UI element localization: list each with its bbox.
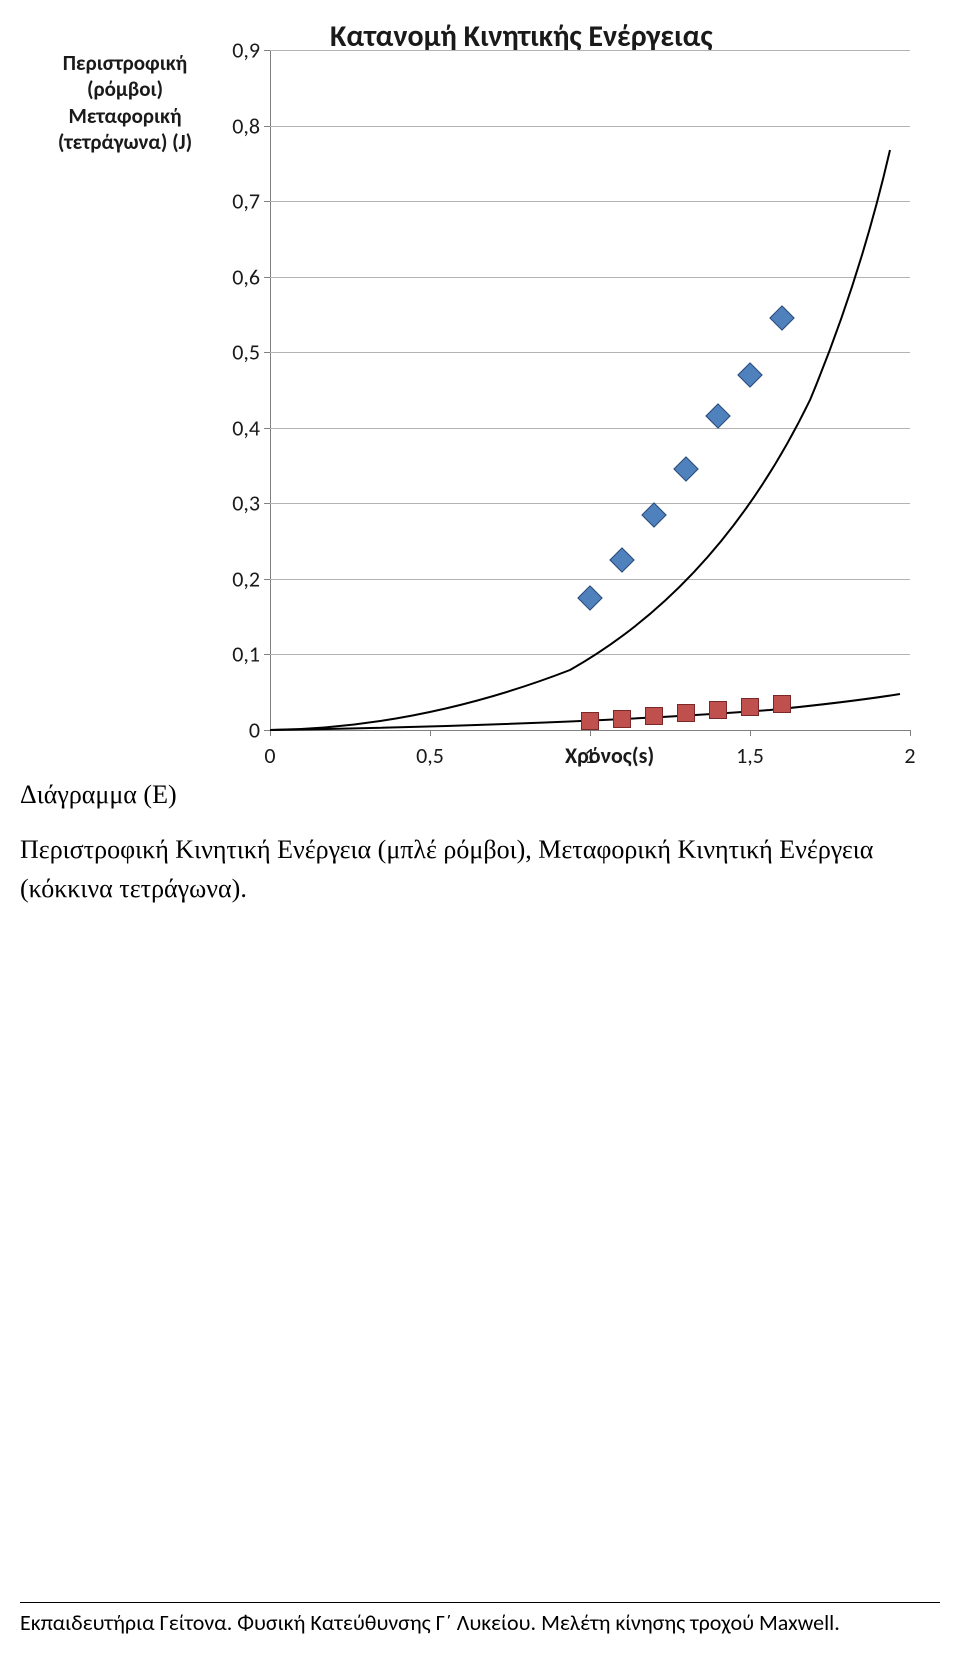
x-tick bbox=[590, 730, 591, 736]
y-tick-label: 0,4 bbox=[210, 414, 260, 441]
chart-description: Περιστροφική Κινητική Ενέργεια (μπλέ ρόμ… bbox=[20, 830, 920, 908]
diagram-label: Διάγραμμα (Ε) bbox=[20, 780, 177, 810]
y-tick-label: 0,2 bbox=[210, 565, 260, 592]
y-tick-label: 0,1 bbox=[210, 641, 260, 668]
square-marker bbox=[773, 695, 791, 713]
y-tick-label: 0,6 bbox=[210, 263, 260, 290]
footer-text: Εκπαιδευτήρια Γείτονα. Φυσική Κατεύθυνση… bbox=[20, 1609, 840, 1636]
x-axis-label: Χρόνος(s) bbox=[565, 742, 654, 769]
x-tick-label: 1 bbox=[584, 742, 595, 769]
x-tick-label: 1,5 bbox=[736, 742, 764, 769]
square-marker bbox=[613, 710, 631, 728]
y-tick-label: 0,5 bbox=[210, 339, 260, 366]
x-tick bbox=[430, 730, 431, 736]
x-tick bbox=[910, 730, 911, 736]
square-marker bbox=[645, 707, 663, 725]
trendline-rotational bbox=[270, 150, 890, 730]
x-tick-label: 0 bbox=[264, 742, 275, 769]
trendlines bbox=[270, 50, 910, 730]
x-tick-label: 0,5 bbox=[416, 742, 444, 769]
y-tick-label: 0,3 bbox=[210, 490, 260, 517]
y-axis-label: Περιστροφική (ρόμβοι) Μεταφορική (τετράγ… bbox=[30, 50, 220, 155]
x-tick-label: 2 bbox=[904, 742, 915, 769]
page-footer: Εκπαιδευτήρια Γείτονα. Φυσική Κατεύθυνση… bbox=[20, 1602, 940, 1636]
square-marker bbox=[709, 701, 727, 719]
y-tick-label: 0,8 bbox=[210, 112, 260, 139]
square-marker bbox=[581, 712, 599, 730]
y-tick-label: 0 bbox=[210, 717, 260, 744]
square-marker bbox=[741, 698, 759, 716]
x-tick bbox=[750, 730, 751, 736]
square-marker bbox=[677, 704, 695, 722]
plot-area: Χρόνος(s) bbox=[270, 50, 910, 730]
y-tick-label: 0,9 bbox=[210, 37, 260, 64]
y-tick-label: 0,7 bbox=[210, 188, 260, 215]
